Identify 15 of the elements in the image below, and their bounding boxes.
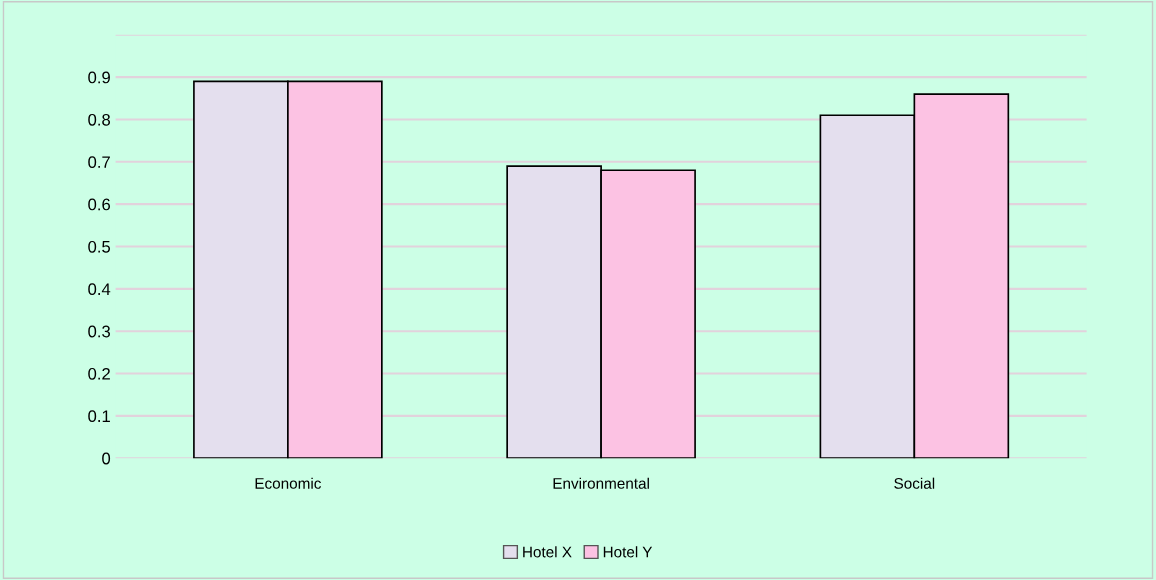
y-tick-label: 0.8 (88, 113, 111, 126)
legend-label: Hotel Y (603, 546, 653, 558)
y-tick-label: 0 (102, 452, 111, 465)
legend-label: Hotel X (523, 546, 572, 558)
x-tick-label: Environmental (553, 477, 649, 489)
y-tick-label: 0.1 (88, 410, 110, 423)
y-tick-label: 0.7 (88, 156, 110, 169)
x-tick-label: Social (894, 477, 935, 489)
y-tick-label: 0.4 (88, 283, 111, 296)
y-tick-label: 0.9 (88, 71, 110, 84)
y-tick-label: 0.6 (88, 198, 111, 211)
y-tick-label: 0.2 (88, 367, 110, 380)
x-tick-label: Economic (255, 477, 322, 489)
y-tick-label: 0.3 (88, 325, 111, 338)
y-tick-label: 0.5 (88, 240, 111, 253)
